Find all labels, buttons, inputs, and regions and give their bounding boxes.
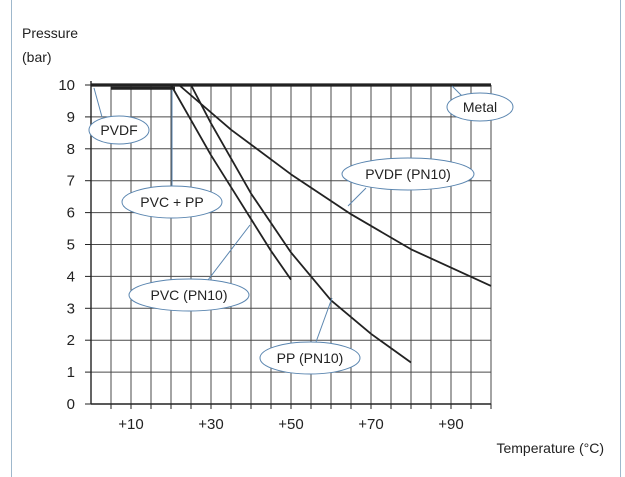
x-tick-label: +30: [198, 416, 223, 433]
series-line-pvc-pn10: [170, 84, 292, 281]
y-tick-label: 10: [58, 77, 75, 94]
series-label-pvc-pp: PVC + PP: [140, 194, 203, 210]
callout-leader-pp-pn10: [315, 297, 333, 343]
callout-leader-pvdf-pn10: [347, 187, 367, 207]
y-tick-label: 9: [67, 109, 75, 126]
y-tick-label: 3: [67, 300, 75, 317]
chart-frame: Pressure (bar) 0 1 2 3 4 5 6 7 8 9 10 +10 +30 +50 +70 +…: [11, 0, 621, 477]
callout-bubble-pvc-pp: [121, 185, 223, 219]
y-tick-label: 8: [67, 141, 75, 158]
callout-bubble-pvdf: [88, 115, 150, 145]
y-tick-label: 7: [67, 173, 75, 190]
y-tick-label: 2: [67, 332, 75, 349]
y-tick-label: 5: [67, 237, 75, 254]
series-label-pvc-pn10: PVC (PN10): [150, 287, 227, 303]
series-label-pvdf-pn10: PVDF (PN10): [365, 166, 451, 182]
x-tick-label: +70: [358, 416, 383, 433]
x-axis-title: Temperature (°C): [496, 440, 604, 456]
series-label-pvdf: PVDF: [100, 122, 137, 138]
x-tick-label: +50: [278, 416, 303, 433]
series-line-pvdf-pn10: [178, 84, 492, 287]
x-tick-label: +90: [438, 416, 463, 433]
y-tick-label: 4: [67, 268, 75, 285]
callout-bubble-metal: [446, 92, 514, 122]
x-tick-label: +10: [118, 416, 143, 433]
callout-leader-pvdf: [93, 87, 103, 118]
series-lines: [91, 83, 492, 364]
callout-bubble-pp-pn10: [259, 341, 361, 375]
pressure-temperature-chart: Pressure (bar) 0 1 2 3 4 5 6 7 8 9 10 +10 +30 +50 +70 +…: [22, 25, 604, 456]
series-label-metal: Metal: [463, 99, 497, 115]
series-label-pp-pn10: PP (PN10): [277, 350, 344, 366]
series-line-pp-pn10: [190, 84, 412, 364]
y-axis-title-line2: (bar): [22, 49, 52, 65]
y-tick-label: 0: [67, 396, 75, 413]
callout-bubble-pvc-pn10: [128, 278, 250, 312]
y-tick-label: 1: [67, 364, 75, 381]
callout-bubble-pvdf-pn10: [341, 157, 475, 191]
grid: [91, 84, 492, 404]
series-labels: Metal PVDF PVC + PP PVDF (PN10) PVC (PN10) PP…: [88, 85, 514, 375]
y-tick-label: 6: [67, 205, 75, 222]
callout-leader-pvc-pn10: [207, 224, 251, 281]
y-axis-title-line1: Pressure: [22, 25, 78, 41]
